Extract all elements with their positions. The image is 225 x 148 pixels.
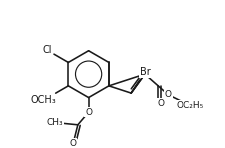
Text: OC₂H₅: OC₂H₅: [176, 101, 203, 110]
Text: Br: Br: [139, 67, 150, 77]
Text: Cl: Cl: [42, 45, 51, 55]
Text: O: O: [85, 108, 92, 117]
Text: O: O: [157, 99, 164, 108]
Text: O: O: [69, 139, 76, 148]
Text: O: O: [164, 90, 171, 99]
Text: OCH₃: OCH₃: [30, 95, 56, 105]
Text: CH₃: CH₃: [46, 118, 63, 127]
